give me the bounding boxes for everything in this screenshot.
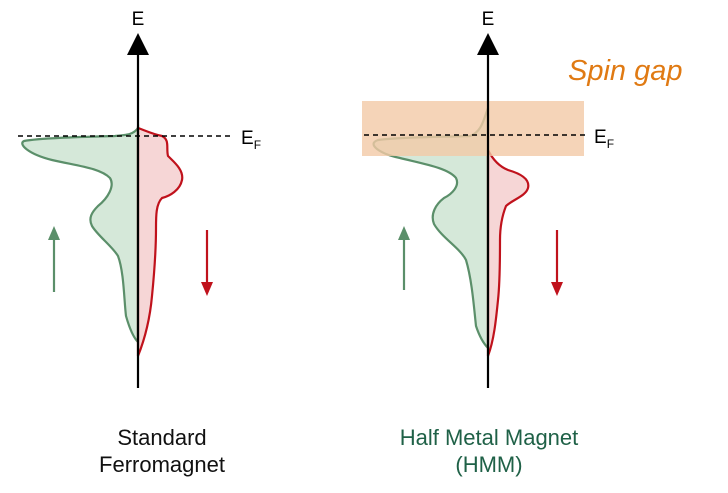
- fermi-level-label: EF: [241, 128, 261, 152]
- panel-standard-ferromagnet: E EF: [18, 9, 261, 388]
- caption-line: Ferromagnet: [99, 452, 225, 477]
- arrow-up-icon: [398, 226, 410, 290]
- spin-gap-label: Spin gap: [568, 55, 683, 87]
- caption-line: Half Metal Magnet: [399, 425, 579, 450]
- spin-gap-band: [362, 101, 584, 156]
- spin-up-dos-curve: [21, 124, 140, 345]
- energy-axis-label: E: [482, 9, 495, 30]
- spin-down-dos-curve: [486, 149, 530, 357]
- arrow-down-icon: [201, 230, 213, 296]
- caption-line: Standard: [117, 425, 207, 450]
- spin-down-dos-curve: [136, 126, 184, 357]
- fermi-level-label: EF: [594, 127, 614, 151]
- energy-axis-label: E: [132, 9, 145, 30]
- panel-half-metal-magnet: E EF: [362, 9, 614, 388]
- caption-line: (HMM): [455, 452, 523, 477]
- caption-standard-ferromagnet: Standard Ferromagnet: [62, 424, 262, 478]
- caption-half-metal-magnet: Half Metal Magnet (HMM): [329, 424, 649, 478]
- arrow-up-icon: [48, 226, 60, 292]
- arrow-down-icon: [551, 230, 563, 296]
